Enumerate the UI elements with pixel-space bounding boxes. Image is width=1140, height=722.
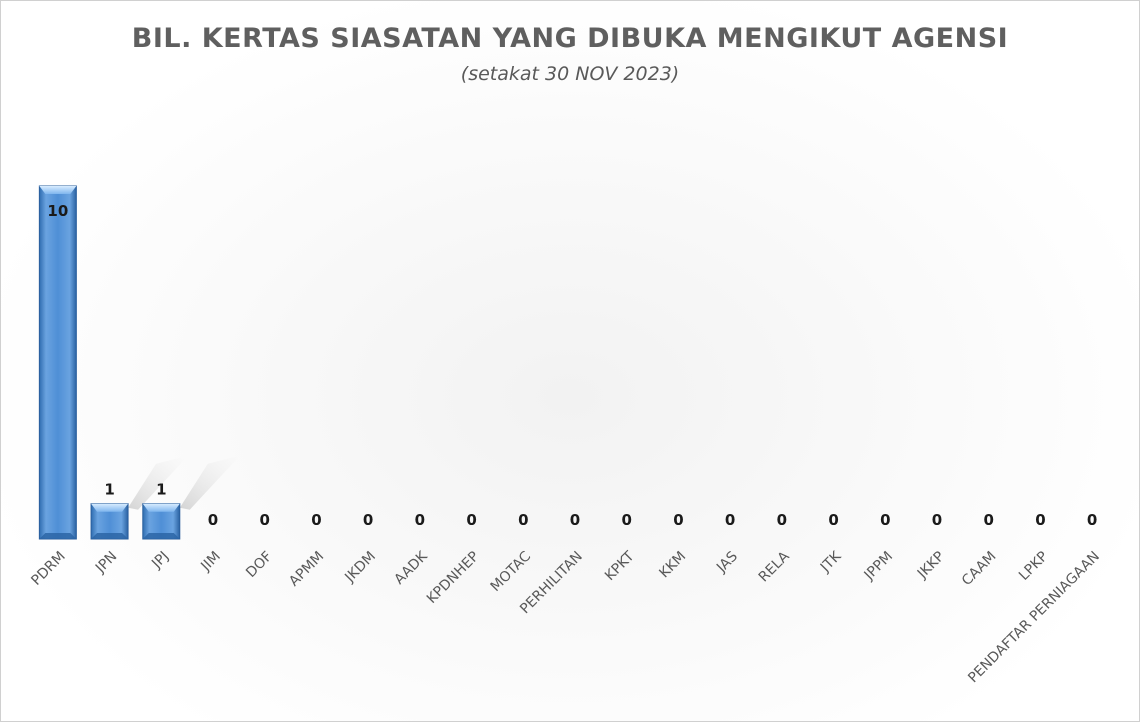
- data-label: 0: [673, 511, 683, 529]
- data-label: 0: [1087, 511, 1097, 529]
- labels-layer: 10 PDRM 1 JPN 1 JPJ 0 JIM 0 DOF 0 APMM 0 JKDM 0 AADK 0 KP…: [28, 202, 1103, 686]
- category-tick-label: DOF: [243, 549, 275, 581]
- category-tick-label: LPKP: [1016, 549, 1051, 584]
- data-label: 1: [104, 481, 114, 499]
- data-label: 0: [311, 511, 321, 529]
- data-label: 0: [518, 511, 528, 529]
- bar-jpj: [142, 503, 181, 540]
- data-label: 0: [725, 511, 735, 529]
- category-tick-label: KKM: [656, 549, 689, 582]
- category-tick-label: KPKT: [602, 548, 638, 584]
- data-label: 0: [983, 511, 993, 529]
- bar-pdrm: [38, 185, 77, 540]
- data-label: 0: [466, 511, 476, 529]
- category-tick-label: RELA: [756, 548, 793, 585]
- category-tick-label: CAAM: [959, 549, 1000, 590]
- data-label: 0: [415, 511, 425, 529]
- category-tick-label: JPJ: [148, 549, 172, 573]
- data-label: 10: [47, 202, 68, 220]
- data-label: 0: [570, 511, 580, 529]
- category-tick-label: JPN: [92, 549, 120, 577]
- category-tick-label: KPDNHEP: [424, 549, 482, 607]
- bar-shadow: [128, 455, 189, 510]
- data-label: 0: [880, 511, 890, 529]
- category-tick-label: JKDM: [341, 549, 379, 587]
- bar-shadow: [179, 455, 240, 510]
- bars-layer: [38, 185, 240, 540]
- category-tick-label: MOTAC: [488, 548, 535, 595]
- data-label: 0: [621, 511, 631, 529]
- chart-subtitle: (setakat 30 NOV 2023): [460, 63, 680, 85]
- data-label: 0: [932, 511, 942, 529]
- chart-title: BIL. KERTAS SIASATAN YANG DIBUKA MENGIKU…: [131, 23, 1009, 54]
- data-label: 0: [363, 511, 373, 529]
- category-tick-label: JKKP: [914, 549, 948, 583]
- data-label: 1: [156, 481, 166, 499]
- data-label: 0: [1035, 511, 1045, 529]
- data-label: 0: [259, 511, 269, 529]
- category-tick-label: JPPM: [861, 549, 896, 584]
- data-label: 0: [208, 511, 218, 529]
- category-tick-label: JTK: [817, 548, 845, 576]
- category-tick-label: APMM: [286, 549, 327, 590]
- bar-jpn: [90, 503, 129, 540]
- data-label: 0: [828, 511, 838, 529]
- category-tick-label: AADK: [391, 548, 431, 588]
- category-tick-label: JAS: [713, 548, 741, 576]
- data-label: 0: [777, 511, 787, 529]
- category-tick-label: JIM: [197, 549, 223, 575]
- category-tick-label: PDRM: [28, 549, 68, 589]
